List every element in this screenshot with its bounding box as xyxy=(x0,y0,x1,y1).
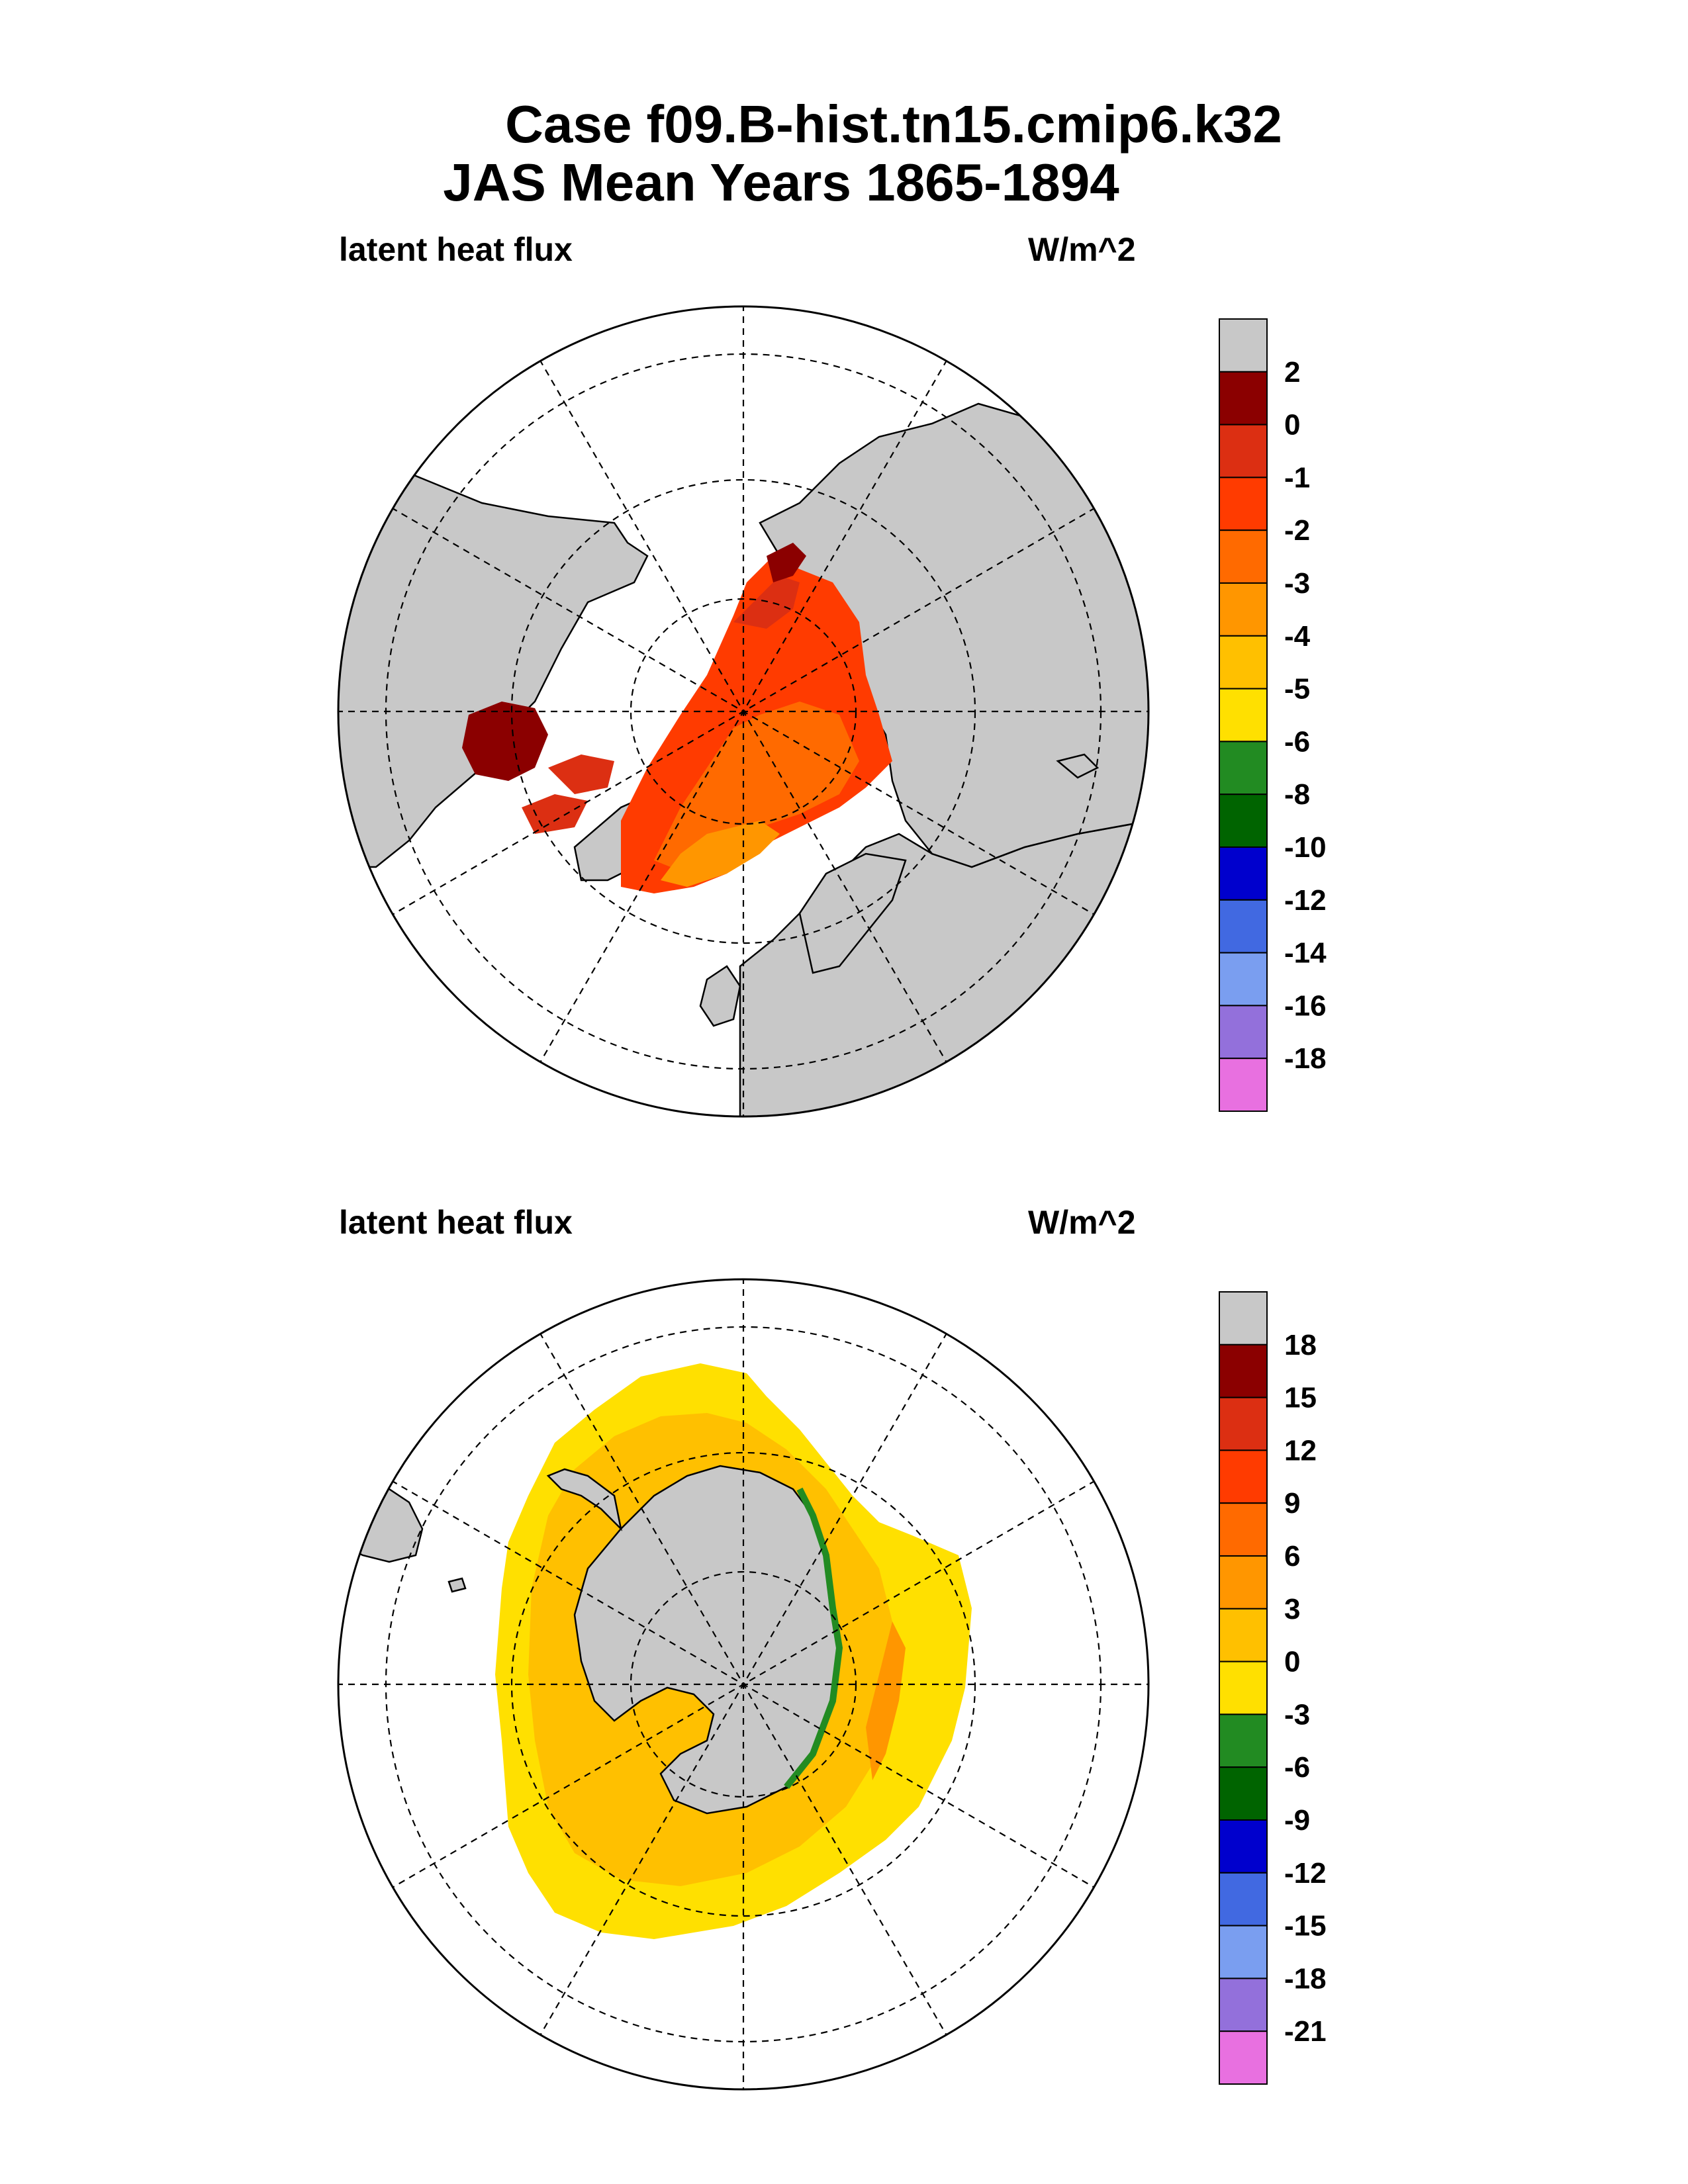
south-colorbar-swatch xyxy=(1219,1291,1268,1345)
north-units-label: W/m^2 xyxy=(1028,231,1136,268)
south-colorbar-label: -9 xyxy=(1284,1804,1310,1837)
south-map-border xyxy=(337,1278,1150,2091)
north-colorbar-label: 0 xyxy=(1284,409,1300,441)
figure-title-case: Case f09.B-hist.tn15.cmip6.k32 xyxy=(505,95,1282,154)
north-colorbar-label: -18 xyxy=(1284,1042,1327,1075)
north-colorbar-swatch xyxy=(1219,899,1268,954)
south-colorbar-label: -15 xyxy=(1284,1910,1327,1942)
south-coastal-band xyxy=(784,1487,843,1790)
north-ice-field xyxy=(462,543,892,893)
north-graticule xyxy=(338,306,1149,1116)
south-colorbar-label: 6 xyxy=(1284,1540,1300,1572)
figure-title-period: JAS Mean Years 1865-1894 xyxy=(443,153,1119,212)
north-colorbar-label: -1 xyxy=(1284,461,1310,494)
south-colorbar-label: 12 xyxy=(1284,1434,1317,1467)
north-colorbar-swatch xyxy=(1219,1005,1268,1060)
south-colorbar-swatch xyxy=(1219,1925,1268,1979)
north-colorbar-label: -10 xyxy=(1284,831,1327,864)
north-colorbar-swatch xyxy=(1219,846,1268,901)
north-colorbar-label: -6 xyxy=(1284,725,1310,758)
south-colorbar-swatch xyxy=(1219,1766,1268,1821)
north-colorbar-swatch xyxy=(1219,582,1268,637)
north-map-border xyxy=(337,305,1150,1118)
north-colorbar-label: -12 xyxy=(1284,884,1327,917)
south-colorbar-swatch xyxy=(1219,1978,1268,2032)
south-colorbar-swatch xyxy=(1219,1449,1268,1504)
south-colorbar-swatch xyxy=(1219,1872,1268,1927)
north-colorbar-swatch xyxy=(1219,529,1268,584)
north-colorbar-swatch xyxy=(1219,741,1268,796)
north-colorbar-label: -5 xyxy=(1284,673,1310,705)
south-colorbar-label: -12 xyxy=(1284,1857,1327,1889)
north-colorbar-swatch xyxy=(1219,424,1268,478)
north-colorbar-swatch xyxy=(1219,952,1268,1007)
south-colorbar-swatch xyxy=(1219,1608,1268,1662)
south-polar-map xyxy=(337,1278,1150,2091)
south-colorbar-label: -6 xyxy=(1284,1751,1310,1784)
north-polar-map xyxy=(337,305,1150,1118)
south-colorbar-label: 9 xyxy=(1284,1487,1300,1520)
north-colorbar-label: -3 xyxy=(1284,567,1310,600)
south-colorbar-label: -18 xyxy=(1284,1962,1327,1995)
south-colorbar-swatch xyxy=(1219,1713,1268,1768)
south-colorbar-swatch xyxy=(1219,1396,1268,1451)
south-colorbar-swatch xyxy=(1219,1661,1268,1715)
south-colorbar-label: -3 xyxy=(1284,1698,1310,1731)
north-colorbar-swatch xyxy=(1219,635,1268,690)
south-colorbar: 18 15 12 9 6 3 0 -3 -6 -9 -12 -15 -18 -21 xyxy=(1219,1291,1327,2085)
south-graticule xyxy=(338,1279,1149,2089)
north-colorbar-swatch xyxy=(1219,1058,1268,1112)
south-colorbar-label: 3 xyxy=(1284,1593,1300,1625)
south-units-label: W/m^2 xyxy=(1028,1204,1136,1241)
north-colorbar-label: -4 xyxy=(1284,620,1311,653)
north-colorbar-swatch xyxy=(1219,688,1268,743)
north-colorbar-swatch xyxy=(1219,371,1268,426)
north-colorbar-label: -14 xyxy=(1284,937,1327,970)
south-colorbar-label: 18 xyxy=(1284,1329,1317,1361)
north-colorbar-label: -2 xyxy=(1284,514,1310,547)
north-colorbar-label: -16 xyxy=(1284,989,1327,1022)
north-variable-label: latent heat flux xyxy=(339,231,573,268)
south-colorbar-label: -21 xyxy=(1284,2015,1327,2048)
south-colorbar-swatch xyxy=(1219,1343,1268,1398)
north-colorbar-swatch xyxy=(1219,794,1268,848)
north-colorbar-label: -8 xyxy=(1284,778,1310,811)
north-colorbar: 2 0 -1 -2 -3 -4 -5 -6 -8 -10 -12 -14 -16 -18 xyxy=(1219,318,1327,1112)
north-colorbar-label: 2 xyxy=(1284,356,1300,388)
south-variable-label: latent heat flux xyxy=(339,1204,573,1241)
north-colorbar-swatch xyxy=(1219,477,1268,531)
south-colorbar-swatch xyxy=(1219,2030,1268,2085)
south-colorbar-swatch xyxy=(1219,1555,1268,1610)
south-colorbar-label: 0 xyxy=(1284,1646,1300,1678)
south-colorbar-label: 15 xyxy=(1284,1382,1317,1414)
south-colorbar-swatch xyxy=(1219,1502,1268,1557)
north-colorbar-swatch xyxy=(1219,318,1268,373)
south-colorbar-swatch xyxy=(1219,1819,1268,1874)
